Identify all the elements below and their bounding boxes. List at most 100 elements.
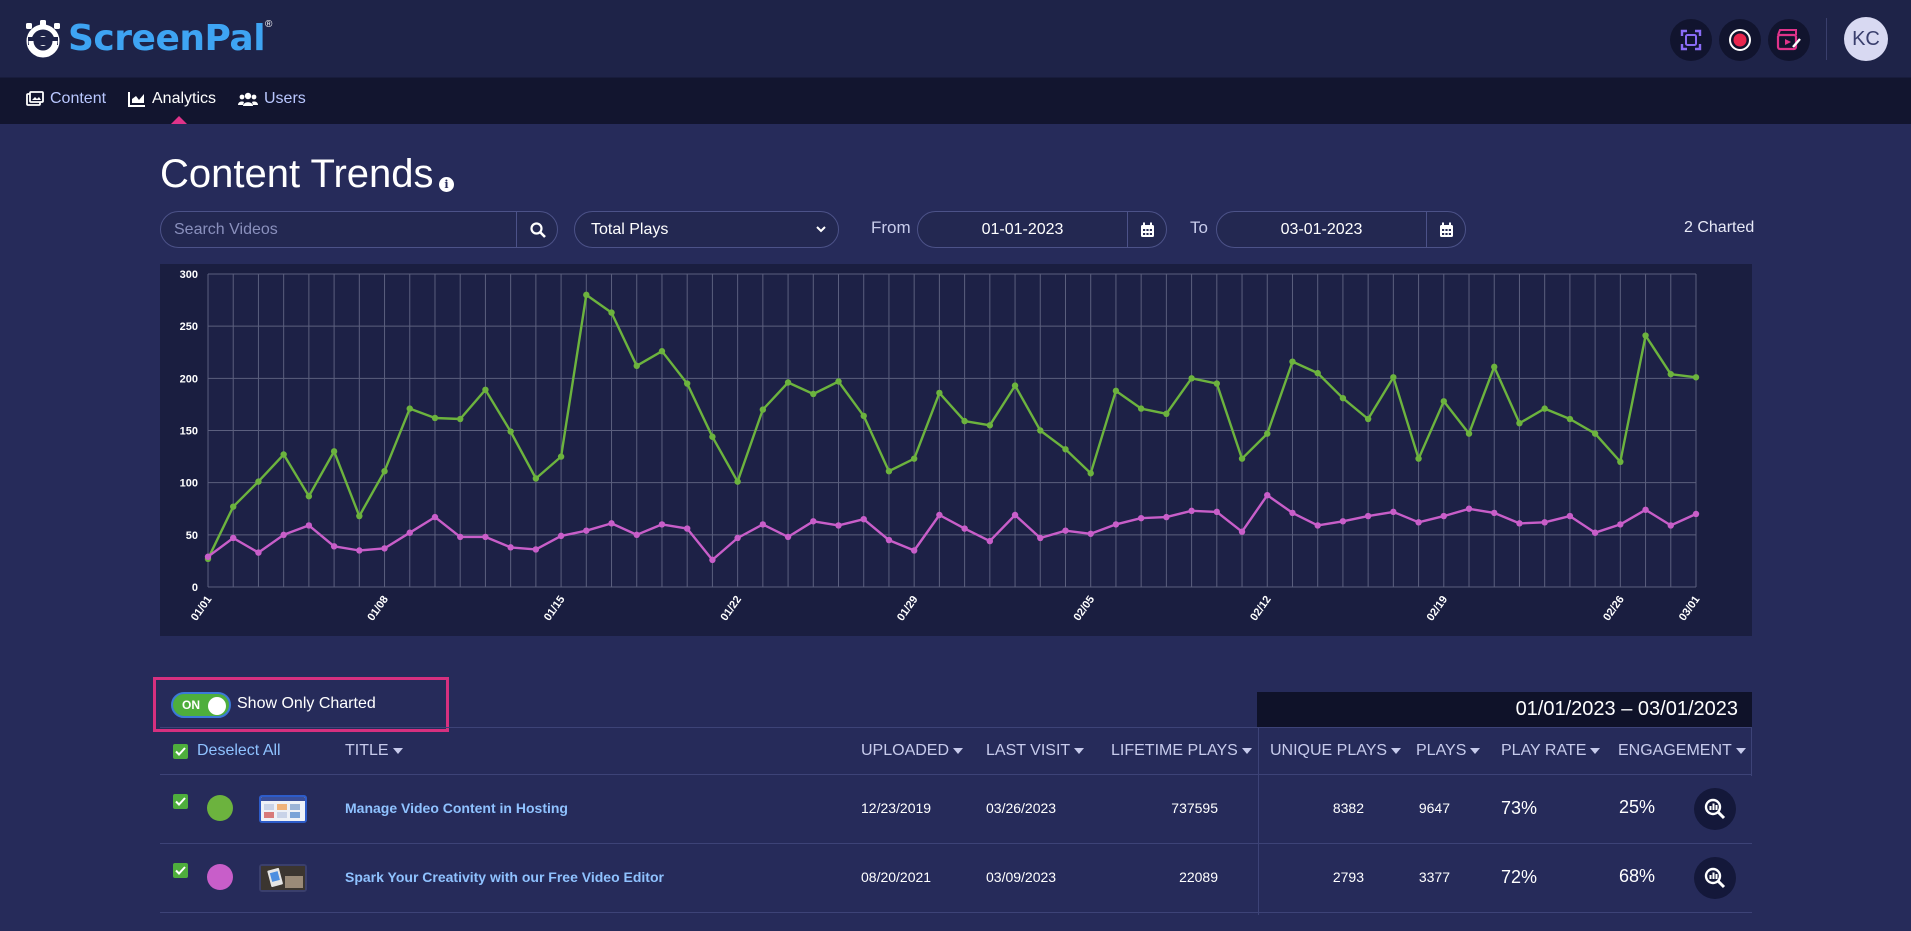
search-button[interactable] [516,212,558,247]
active-nav-indicator [171,116,187,124]
series-point-0 [482,386,489,394]
screenpal-logo[interactable]: ScreenPal ® [24,18,272,59]
video-thumbnail[interactable] [259,864,307,892]
video-title-link[interactable]: Manage Video Content in Hosting [345,800,568,816]
series-point-0 [1137,405,1145,412]
select-all-checkbox[interactable] [173,744,188,759]
lifetime-plays: 22089 [1179,869,1218,885]
x-tick-label: 02/19 [1425,594,1451,623]
series-point-1 [1390,508,1397,516]
plays: 3377 [1418,869,1450,885]
series-point-1 [1289,509,1296,517]
x-tick-label: 01/01 [189,594,215,623]
date-range-display: 01/01/2023 – 03/01/2023 [1257,692,1752,727]
series-point-1 [1112,521,1120,528]
series-point-1 [1163,513,1170,521]
uploaded-date: 12/23/2019 [861,800,932,816]
table-row[interactable]: Manage Video Content in Hosting 12/23/20… [160,775,1752,844]
logo-icon [26,19,60,57]
to-date-input[interactable]: 03-01-2023 [1280,220,1363,238]
column-header-last-visit[interactable]: LAST VISIT [986,742,1085,760]
series-point-0 [986,422,994,429]
deselect-all-link[interactable]: Deselect All [197,742,281,759]
trend-chart: 0 50 100 150 200 250 300 01/01 01/08 01/15 01/22 01… [160,264,1752,636]
column-header-unique-plays[interactable]: UNIQUE PLAYS [1270,742,1402,760]
view-details-button[interactable] [1694,857,1736,899]
x-tick-label: 02/05 [1072,594,1098,623]
series-point-1 [557,532,565,540]
checkmark-icon [175,747,186,756]
nav-label-users: Users [264,90,306,107]
column-header-lifetime-plays[interactable]: LIFETIME PLAYS [1111,742,1252,760]
series-point-1 [1617,521,1624,528]
series-point-1 [810,518,817,525]
chevron-down-icon [816,226,826,233]
nav-item-content[interactable]: Content [26,90,106,108]
column-header-plays[interactable]: PLAYS [1416,742,1481,760]
column-header-engagement[interactable]: ENGAGEMENT [1618,742,1746,760]
series-point-1 [1087,530,1094,537]
nav-item-users[interactable]: Users [238,90,306,108]
table-row[interactable]: Spark Your Creativity with our Free Vide… [160,844,1752,913]
series-point-0 [255,478,262,485]
series-point-0 [734,478,741,485]
engagement: 68% [1619,866,1656,886]
series-point-0 [860,412,867,420]
user-avatar[interactable]: KC [1844,17,1888,61]
metric-select[interactable]: Total Plays [574,211,839,248]
series-point-0 [1364,415,1372,423]
series-point-0 [280,451,287,458]
series-point-0 [1465,430,1473,437]
play-rate: 72% [1501,867,1538,887]
series-point-1 [1011,511,1019,519]
show-only-charted-toggle[interactable]: ON [171,692,231,718]
video-title-link[interactable]: Spark Your Creativity with our Free Vide… [345,869,664,885]
magnify-chart-icon [1704,798,1726,820]
from-label: From [871,218,911,237]
column-header-title[interactable]: TITLE [345,742,403,760]
series-point-1 [1339,518,1347,525]
series-point-1 [885,536,893,544]
screen-capture-button[interactable] [1670,19,1712,61]
record-button[interactable] [1719,19,1761,61]
view-details-button[interactable] [1694,788,1736,830]
row-checkbox[interactable] [173,794,188,809]
series-point-1 [330,543,338,550]
series-point-0 [709,433,716,440]
info-icon[interactable]: i [439,177,454,192]
series-point-1 [658,521,666,528]
from-calendar-button[interactable] [1127,212,1167,247]
to-calendar-button[interactable] [1426,212,1466,247]
series-point-1 [230,534,237,542]
column-header-uploaded[interactable]: UPLOADED [861,742,964,760]
logo-text: ScreenPal [68,18,266,59]
row-checkbox[interactable] [173,863,188,878]
series-point-1 [1491,509,1498,517]
x-tick-label: 02/12 [1248,594,1274,623]
metric-select-value: Total Plays [591,220,669,238]
y-tick-label: 200 [180,373,198,385]
video-thumbnail[interactable] [259,795,307,823]
video-edit-button[interactable] [1768,19,1810,61]
series-point-1 [784,533,792,541]
series-point-0 [608,309,615,316]
main-nav: Content Analytics Users [0,78,1911,124]
series-point-1 [280,531,287,539]
series-point-1 [457,533,464,541]
series-point-0 [557,453,565,460]
checkmark-icon [175,797,186,806]
column-header-play-rate[interactable]: PLAY RATE [1501,742,1601,760]
nav-item-analytics[interactable]: Analytics [128,90,216,108]
toolbar-divider [1826,18,1827,60]
search-input[interactable] [161,212,517,247]
from-date-input[interactable]: 01-01-2023 [981,220,1064,238]
series-point-0 [910,455,918,462]
series-point-0 [1087,470,1094,477]
series-point-0 [1037,427,1044,434]
series-point-0 [1415,455,1422,462]
unique-plays: 8382 [1332,800,1364,816]
series-color-dot [207,795,233,821]
y-tick-label: 0 [192,582,198,594]
to-label: To [1190,218,1208,237]
series-line-1 [207,493,1697,562]
